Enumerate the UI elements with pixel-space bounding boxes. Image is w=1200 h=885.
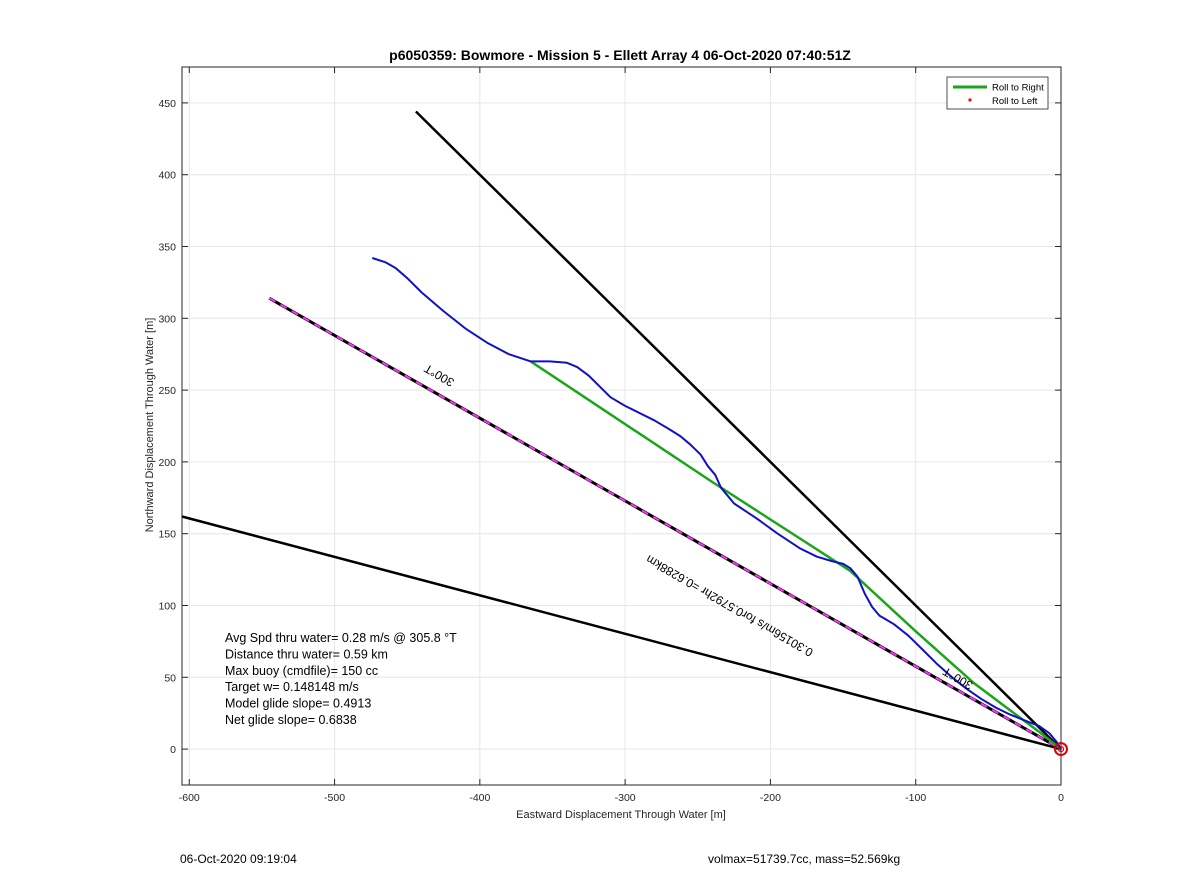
legend: Roll to Right Roll to Left: [946, 76, 1049, 110]
info-line: Net glide slope= 0.6838: [225, 713, 357, 727]
plot-figure: p6050359: Bowmore - Mission 5 - Ellett A…: [144, 47, 1068, 821]
x-tick-label: -500: [324, 792, 345, 804]
x-tick-label: -600: [179, 792, 200, 804]
info-line: Target w= 0.148148 m/s: [225, 680, 359, 694]
info-line: Distance thru water= 0.59 km: [225, 647, 388, 661]
info-line: Model glide slope= 0.4913: [225, 697, 371, 711]
legend-label-roll-to-right: Roll to Right: [992, 83, 1044, 94]
info-text-block: Avg Spd thru water= 0.28 m/s @ 305.8 °T D…: [225, 631, 457, 727]
y-tick-label: 200: [158, 457, 176, 469]
y-tick-label: 100: [158, 601, 176, 613]
legend-swatch-roll-to-left: [968, 98, 972, 102]
x-tick-label: -300: [615, 792, 636, 804]
info-line: Avg Spd thru water= 0.28 m/s @ 305.8 °T: [225, 631, 457, 645]
y-tick-label: 250: [158, 385, 176, 397]
y-tick-label: 150: [158, 529, 176, 541]
axes-box: [181, 66, 1062, 786]
y-tick-label: 350: [158, 242, 176, 254]
x-axis-label: Eastward Displacement Through Water [m]: [516, 809, 726, 821]
y-tick-label: 400: [158, 170, 176, 182]
glide-bound-line: [415, 110, 1062, 750]
x-tick-label: -100: [905, 792, 926, 804]
legend-box: [946, 76, 1049, 110]
glide-bound-line: [181, 515, 1062, 751]
target-course-dash: [268, 297, 1062, 750]
x-tick-label: 0: [1058, 792, 1064, 804]
legend-label-roll-to-left: Roll to Left: [992, 96, 1038, 107]
y-tick-label: 450: [158, 98, 176, 110]
plot-area: -600 -500 -400 -300 -200 -100 0 0 50 100 150 200 250…: [158, 66, 1068, 804]
footer-timestamp: 06-Oct-2020 09:19:04: [180, 852, 297, 866]
footer-vol-mass: volmax=51739.7cc, mass=52.569kg: [708, 852, 901, 866]
glider-track-line: [371, 257, 1062, 750]
y-tick-label: 300: [158, 313, 176, 325]
y-tick-label: 50: [164, 672, 176, 684]
chart-title: p6050359: Bowmore - Mission 5 - Ellett A…: [389, 47, 851, 63]
info-line: Max buoy (cmdfile)= 150 cc: [225, 664, 378, 678]
x-tick-label: -400: [469, 792, 490, 804]
y-axis-label: Northward Displacement Through Water [m]: [144, 318, 156, 533]
origin-marker-inner: [1057, 745, 1065, 753]
y-tick-label: 0: [170, 744, 176, 756]
series-roll-to-right: [530, 360, 1062, 751]
origin-marker: [1054, 742, 1068, 757]
x-tick-label: -200: [760, 792, 781, 804]
